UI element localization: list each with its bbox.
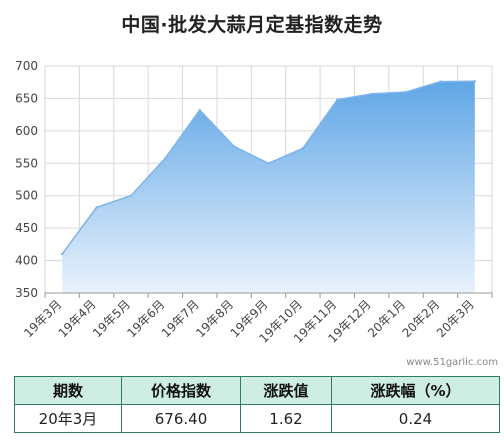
data-point [404,90,408,94]
data-point [198,108,201,112]
y-tick-label: 350 [15,286,38,300]
data-point [336,98,339,101]
y-tick-label: 600 [15,124,38,138]
data-point [370,92,373,96]
area-layer [60,80,477,294]
cell-price-index: 676.40 [121,404,241,433]
y-tick-label: 450 [15,221,38,235]
data-point [164,156,167,160]
y-tick-label: 550 [15,156,38,170]
watermark: www.51garlic.com [406,357,498,368]
header-change-value: 涨跌值 [240,376,332,405]
data-point [301,147,305,150]
area-chart: 35040045050055060065070019年3月19年4月19年5月1… [15,59,493,346]
data-point [60,252,64,256]
header-change-percent: 涨跌幅（%） [331,376,500,405]
y-tick-label: 400 [15,254,38,268]
y-tick-label: 700 [15,59,38,73]
header-period: 期数 [14,376,122,405]
cell-period: 20年3月 [14,404,122,433]
cell-change-percent: 0.24 [331,404,500,433]
data-point [129,194,133,197]
data-point [267,162,270,165]
summary-data-row: 20年3月 676.40 1.62 0.24 [14,404,500,433]
area-series-fill [62,81,475,294]
chart-title: 中国·批发大蒜月定基指数走势 [121,14,383,36]
data-point [95,206,98,209]
y-tick-label: 500 [15,189,38,203]
data-point [473,80,477,83]
summary-header-row: 期数 价格指数 涨跌值 涨跌幅（%） [14,376,500,405]
header-price-index: 价格指数 [121,376,241,405]
summary-table: 期数 价格指数 涨跌值 涨跌幅（%） 20年3月 676.40 1.62 0.2… [14,376,500,433]
y-tick-label: 650 [15,91,38,105]
x-tick-label: 20年3月 [434,297,477,340]
cell-change-value: 1.62 [240,404,332,433]
data-point [232,145,236,148]
data-point [439,80,442,83]
